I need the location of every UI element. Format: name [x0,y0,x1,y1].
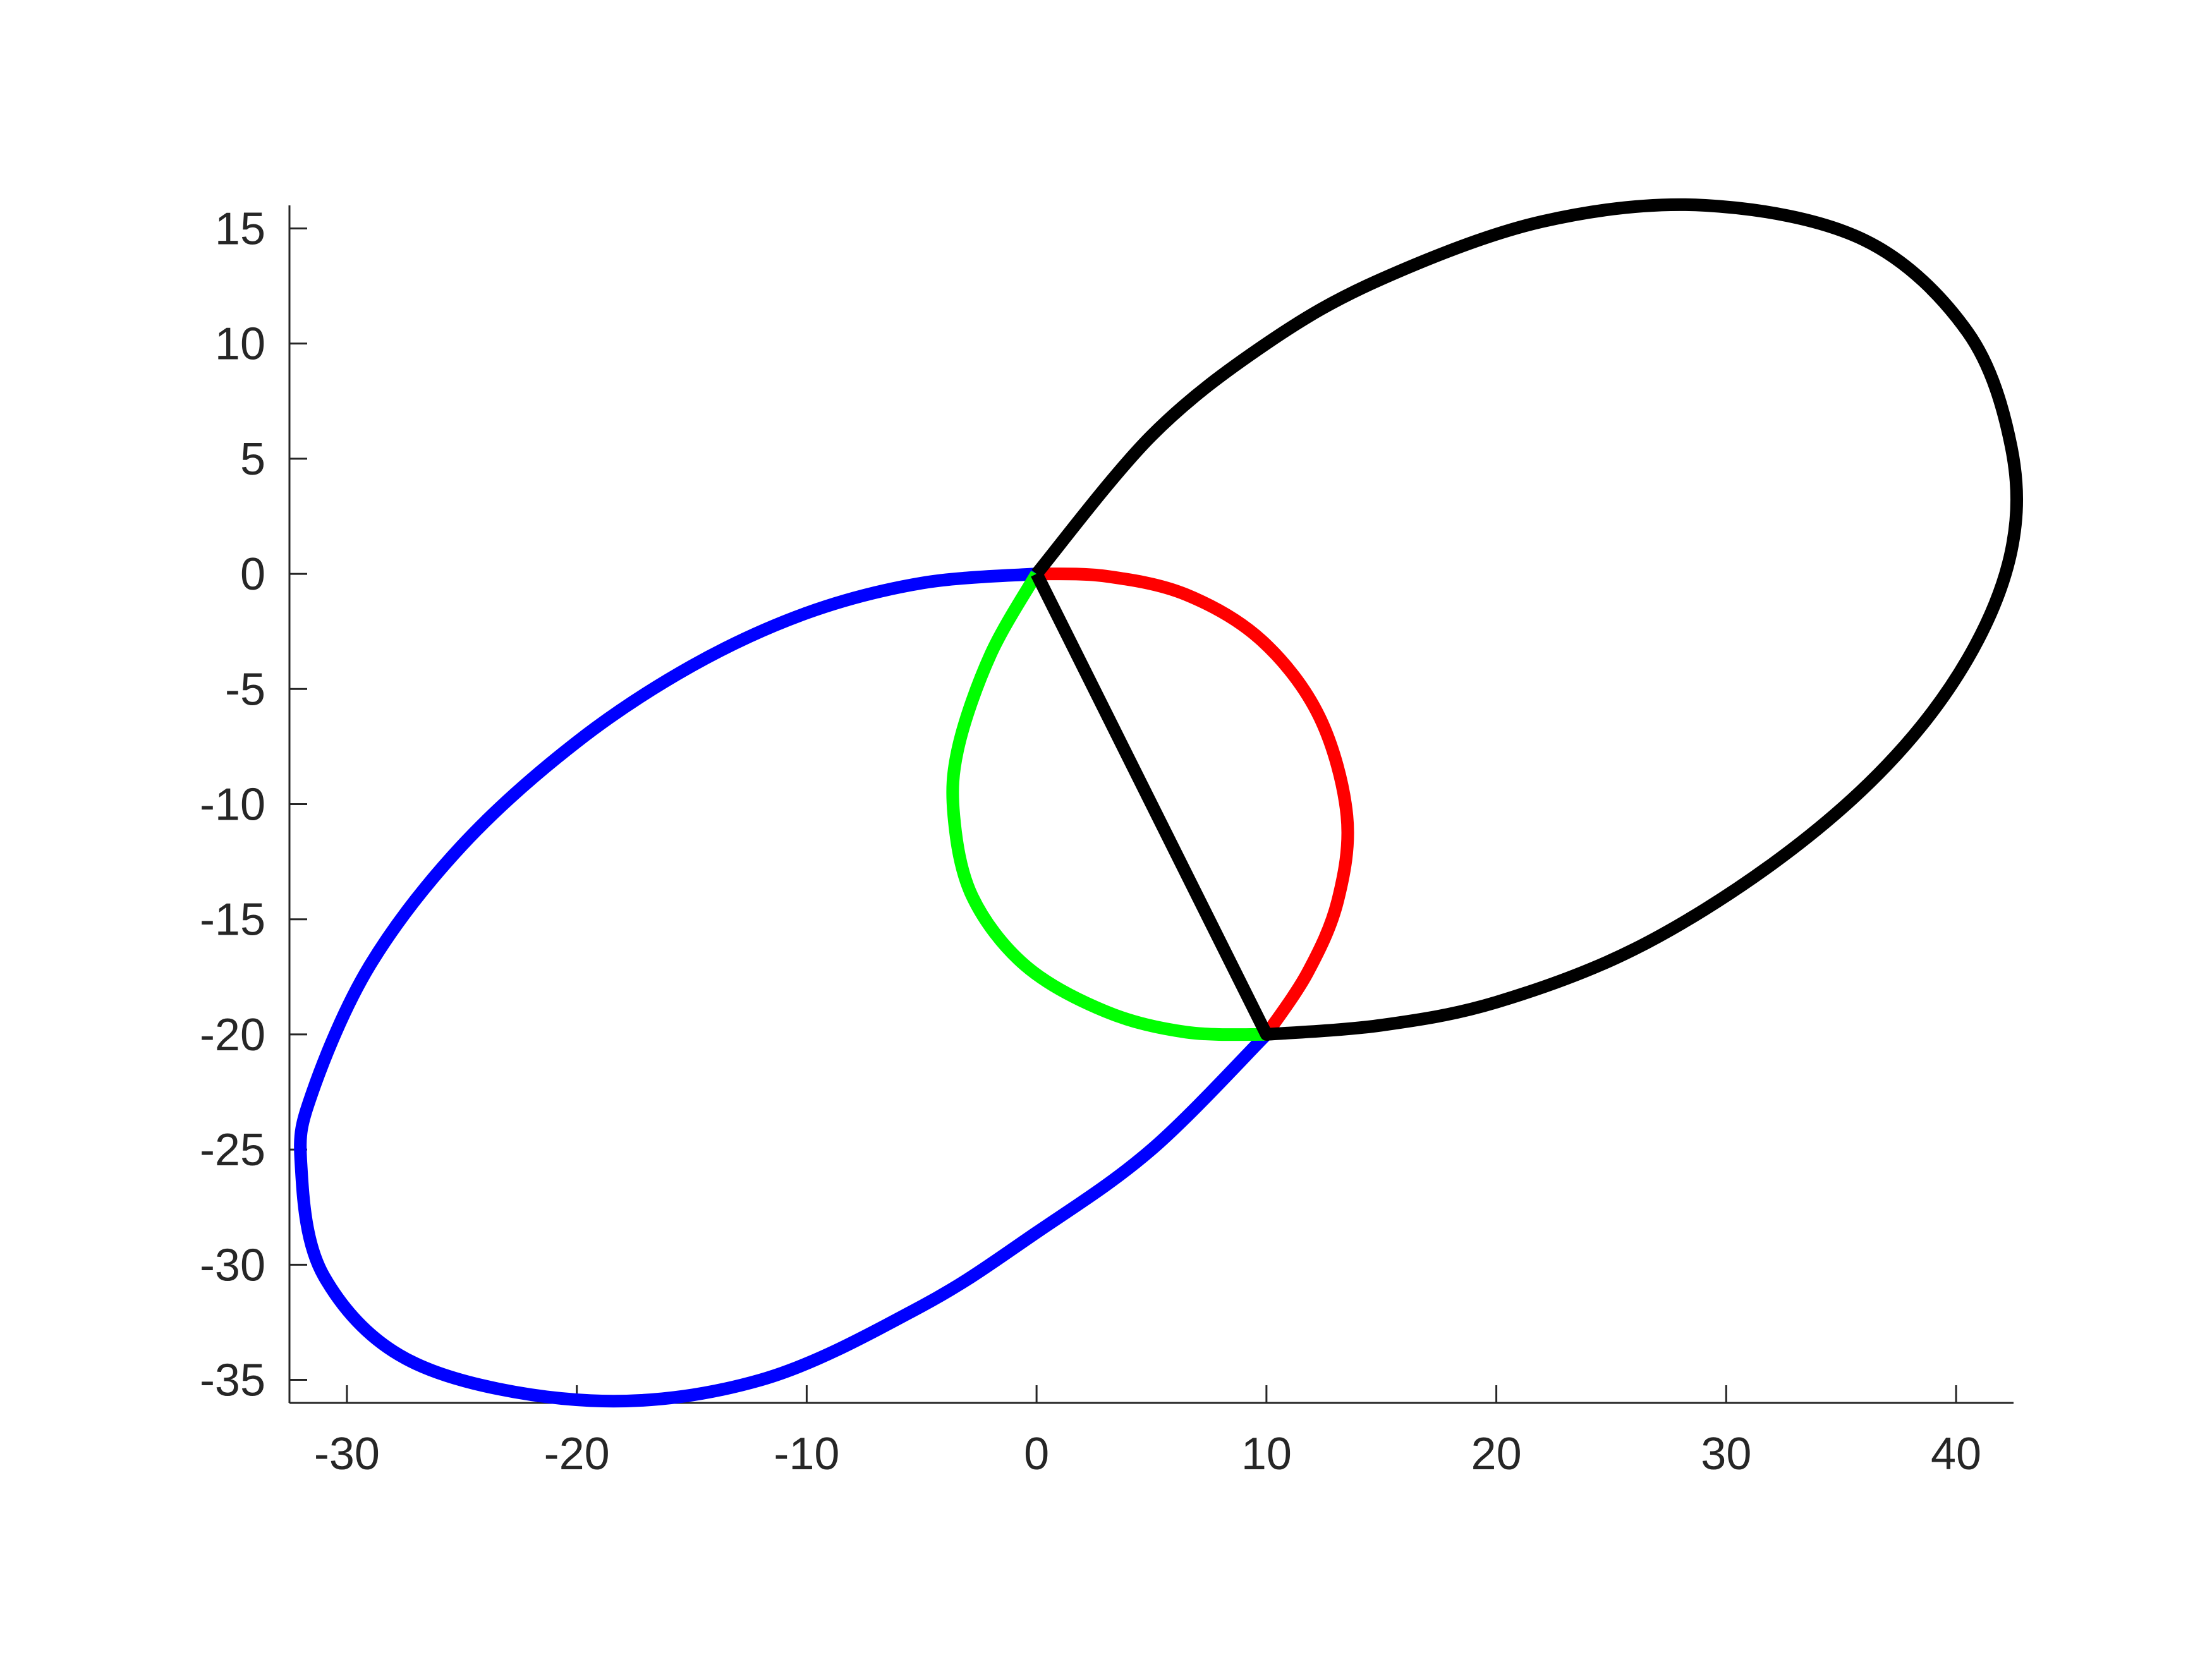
y-tick-label: -20 [200,1010,265,1060]
plot-area [294,198,2023,1408]
series-green-curve [946,571,1267,1041]
y-tick-label: 15 [215,203,265,254]
y-tick-label: -30 [200,1240,265,1290]
x-tick-label: 30 [1701,1429,1751,1479]
series-black-curve [1031,198,2023,1041]
axes: -30 -20 -10 0 10 20 30 40 15 10 5 0 -5 -10 -15 -20 -25 -3… [200,203,2014,1479]
x-tick-label: 0 [1024,1429,1049,1479]
y-tick-label: 10 [215,319,265,370]
series-blue-curve [294,567,1271,1408]
y-tick-label: -5 [225,664,265,715]
x-tick-label: 10 [1241,1429,1292,1479]
x-tick-label: 40 [1931,1429,1981,1479]
x-tick-label: 20 [1471,1429,1522,1479]
series-red-curve [1036,567,1354,1038]
y-tick-label: -15 [200,895,265,945]
y-tick-label: -25 [200,1125,265,1175]
x-tick-label: -10 [774,1429,839,1479]
y-tick-label: -10 [200,780,265,830]
y-tick-label: -35 [200,1356,265,1406]
x-tick-label: -30 [314,1429,380,1479]
y-tick-label: 5 [240,434,265,485]
x-tick-label: -20 [544,1429,610,1479]
y-tick-label: 0 [240,549,265,600]
